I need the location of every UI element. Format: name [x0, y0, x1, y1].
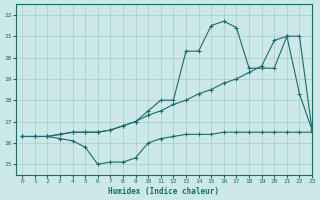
X-axis label: Humidex (Indice chaleur): Humidex (Indice chaleur) [108, 187, 220, 196]
